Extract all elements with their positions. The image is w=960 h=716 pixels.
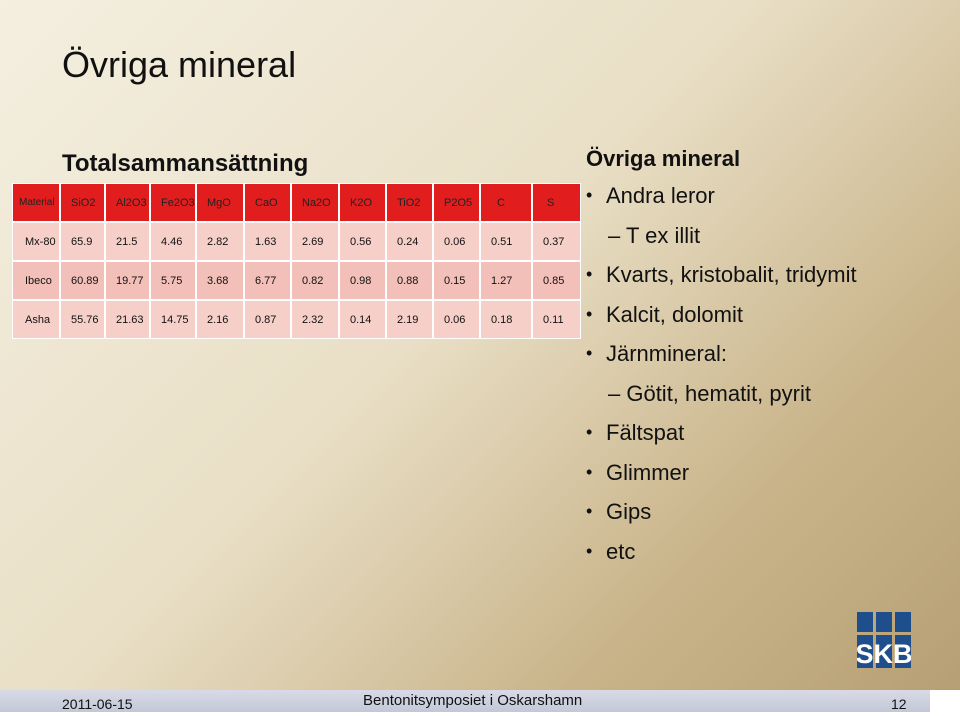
header-cell-al2o3: Al2O3 [105, 183, 150, 222]
header-cell-material: Material [12, 183, 60, 222]
footer-bar [0, 690, 930, 712]
table-cell: 0.14 [339, 300, 386, 339]
header-cell-c: C [480, 183, 532, 222]
table-cell: Mx-80 [12, 222, 60, 261]
footer-title: Bentonitsymposiet i Oskarshamn [363, 692, 583, 709]
table-cell: 0.06 [433, 222, 480, 261]
table-cell: 1.27 [480, 261, 532, 300]
table-cell: 0.82 [291, 261, 339, 300]
table-row: Mx-80 65.9 21.5 4.46 2.82 1.63 2.69 0.56… [12, 222, 581, 261]
header-cell-cao: CaO [244, 183, 291, 222]
table-title: Totalsammansättning [62, 150, 309, 177]
table-cell: 0.24 [386, 222, 433, 261]
list-item: Glimmer [586, 453, 946, 493]
table-cell: 0.87 [244, 300, 291, 339]
table-cell: 0.11 [532, 300, 581, 339]
logo-text: SKB [857, 639, 911, 668]
header-cell-p2o5: P2O5 [433, 183, 480, 222]
table-cell: 21.63 [105, 300, 150, 339]
table-cell: 0.88 [386, 261, 433, 300]
table-cell: 2.19 [386, 300, 433, 339]
slide-title: Övriga mineral [62, 44, 297, 85]
header-cell-sio2: SiO2 [60, 183, 105, 222]
table-cell: 2.32 [291, 300, 339, 339]
table-cell: 0.56 [339, 222, 386, 261]
list-item: Andra leror [586, 176, 946, 216]
footer-date: 2011-06-15 [62, 696, 133, 712]
table-row: Asha 55.76 21.63 14.75 2.16 0.87 2.32 0.… [12, 300, 581, 339]
list-subitem: – T ex illit [608, 222, 701, 248]
page-number: 12 [891, 696, 907, 712]
table-cell: 21.5 [105, 222, 150, 261]
table-cell: 0.18 [480, 300, 532, 339]
mineral-panel: Övriga mineral Andra leror – T ex illit … [586, 146, 946, 571]
composition-table: Material SiO2 Al2O3 Fe2O3 MgO CaO Na2O K… [12, 183, 581, 339]
table-cell: 4.46 [150, 222, 196, 261]
table-cell: Asha [12, 300, 60, 339]
header-cell-na2o: Na2O [291, 183, 339, 222]
table-cell: 5.75 [150, 261, 196, 300]
table-cell: 0.37 [532, 222, 581, 261]
header-cell-k2o: K2O [339, 183, 386, 222]
table-cell: 0.15 [433, 261, 480, 300]
table-cell: 2.82 [196, 222, 244, 261]
table-cell: 0.85 [532, 261, 581, 300]
table-cell: 14.75 [150, 300, 196, 339]
table-cell: 2.69 [291, 222, 339, 261]
table-cell: 6.77 [244, 261, 291, 300]
mineral-list: Andra leror – T ex illit Kvarts, kristob… [586, 176, 946, 571]
list-item: Kvarts, kristobalit, tridymit [586, 255, 946, 295]
list-item: Fältspat [586, 413, 946, 453]
table-cell: 0.51 [480, 222, 532, 261]
header-cell-tio2: TiO2 [386, 183, 433, 222]
skb-logo: SKB [857, 612, 911, 668]
table-cell: 19.77 [105, 261, 150, 300]
table-cell: 65.9 [60, 222, 105, 261]
table-row: Ibeco 60.89 19.77 5.75 3.68 6.77 0.82 0.… [12, 261, 581, 300]
table-header-row: Material SiO2 Al2O3 Fe2O3 MgO CaO Na2O K… [12, 183, 581, 222]
table-cell: 0.06 [433, 300, 480, 339]
header-cell-mgo: MgO [196, 183, 244, 222]
table-cell: 55.76 [60, 300, 105, 339]
panel-heading: Övriga mineral [586, 146, 741, 171]
header-cell-fe2o3: Fe2O3 [150, 183, 196, 222]
table-cell: Ibeco [12, 261, 60, 300]
table-cell: 3.68 [196, 261, 244, 300]
header-cell-s: S [532, 183, 581, 222]
list-item: Järnmineral: [586, 334, 946, 374]
table-cell: 0.98 [339, 261, 386, 300]
table-cell: 2.16 [196, 300, 244, 339]
list-item: Kalcit, dolomit [586, 295, 946, 335]
list-subitem: – Götit, hematit, pyrit [608, 380, 811, 406]
list-item: etc [586, 532, 946, 572]
list-item: Gips [586, 492, 946, 532]
table-cell: 1.63 [244, 222, 291, 261]
table-cell: 60.89 [60, 261, 105, 300]
